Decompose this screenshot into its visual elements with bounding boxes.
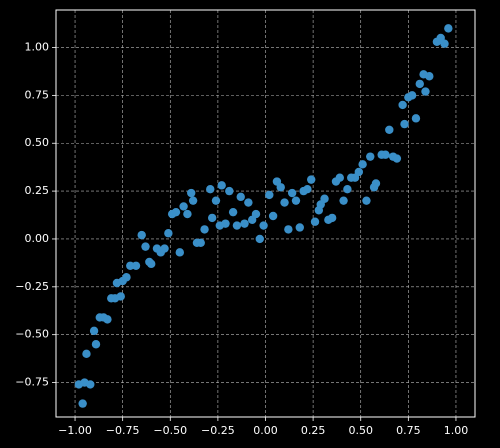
y-tick-label: 0.00 — [25, 232, 50, 245]
point — [82, 349, 91, 359]
point — [339, 196, 348, 205]
point — [236, 192, 245, 202]
point — [183, 209, 192, 219]
point — [444, 24, 453, 33]
point — [251, 209, 261, 219]
point — [421, 87, 430, 96]
point — [335, 173, 344, 182]
point — [407, 91, 417, 100]
point — [398, 100, 407, 110]
point — [228, 207, 238, 217]
y-tick-label: −0.75 — [15, 376, 49, 389]
point — [164, 229, 173, 238]
point — [171, 207, 181, 217]
x-tick-label: 0.50 — [348, 424, 373, 437]
point — [211, 196, 221, 205]
point — [244, 198, 253, 207]
point — [86, 380, 95, 389]
plot-area: −1.00 −0.75 −0.50 −0.25 0.00 0.25 0.50 0.75 1.00… — [15, 10, 475, 437]
point — [141, 242, 150, 251]
point — [255, 234, 264, 244]
y-tick-label: 0.25 — [25, 184, 50, 197]
point — [259, 221, 268, 230]
point — [392, 154, 402, 163]
point — [122, 273, 131, 282]
point — [78, 399, 87, 408]
x-tick-label: 0.75 — [396, 424, 421, 437]
point — [411, 114, 421, 123]
point — [295, 223, 304, 232]
point — [307, 175, 316, 184]
point — [440, 39, 449, 48]
y-tick-label: 0.50 — [25, 136, 50, 149]
point — [327, 213, 337, 223]
point — [280, 198, 289, 207]
point — [131, 261, 141, 270]
point — [147, 259, 156, 269]
point — [240, 219, 249, 228]
point — [137, 230, 146, 240]
point — [385, 125, 394, 135]
x-tick-label: −0.50 — [153, 424, 187, 437]
point — [343, 184, 352, 194]
point — [91, 340, 101, 349]
point — [89, 326, 99, 336]
point — [303, 184, 312, 194]
point — [221, 219, 230, 228]
point — [310, 217, 320, 226]
point — [206, 184, 215, 194]
point — [291, 196, 301, 205]
x-tick-label: −0.75 — [106, 424, 140, 437]
axes-frame — [55, 9, 476, 418]
point — [354, 167, 364, 177]
y-tick-label: 1.00 — [25, 41, 50, 54]
point — [232, 221, 242, 230]
point — [160, 244, 169, 253]
point — [265, 190, 274, 200]
point — [225, 186, 234, 196]
point — [207, 213, 217, 223]
point — [103, 315, 112, 324]
point — [366, 152, 375, 161]
point — [362, 196, 371, 205]
point — [175, 248, 184, 257]
point — [187, 188, 196, 198]
point — [268, 211, 278, 221]
x-tick-label: 1.00 — [444, 424, 469, 437]
y-tick-label: −0.25 — [15, 280, 49, 293]
point — [276, 183, 285, 192]
point — [217, 181, 226, 190]
point — [381, 150, 390, 159]
x-tick-label: 0.00 — [253, 424, 278, 437]
point — [116, 292, 125, 301]
x-tick-label: 0.25 — [301, 424, 326, 437]
x-tick-label: −1.00 — [58, 424, 92, 437]
point — [179, 202, 188, 211]
y-tick-label: 0.75 — [25, 88, 50, 101]
point — [320, 194, 329, 203]
point — [415, 79, 424, 89]
point — [287, 188, 297, 198]
point — [284, 225, 293, 234]
y-tick-label: −0.50 — [15, 328, 49, 341]
point — [358, 160, 367, 169]
x-tick-label: −0.25 — [201, 424, 235, 437]
point — [371, 179, 381, 188]
point — [196, 238, 205, 247]
point — [400, 119, 409, 129]
point — [188, 196, 198, 205]
point — [425, 72, 434, 81]
point — [200, 225, 209, 234]
